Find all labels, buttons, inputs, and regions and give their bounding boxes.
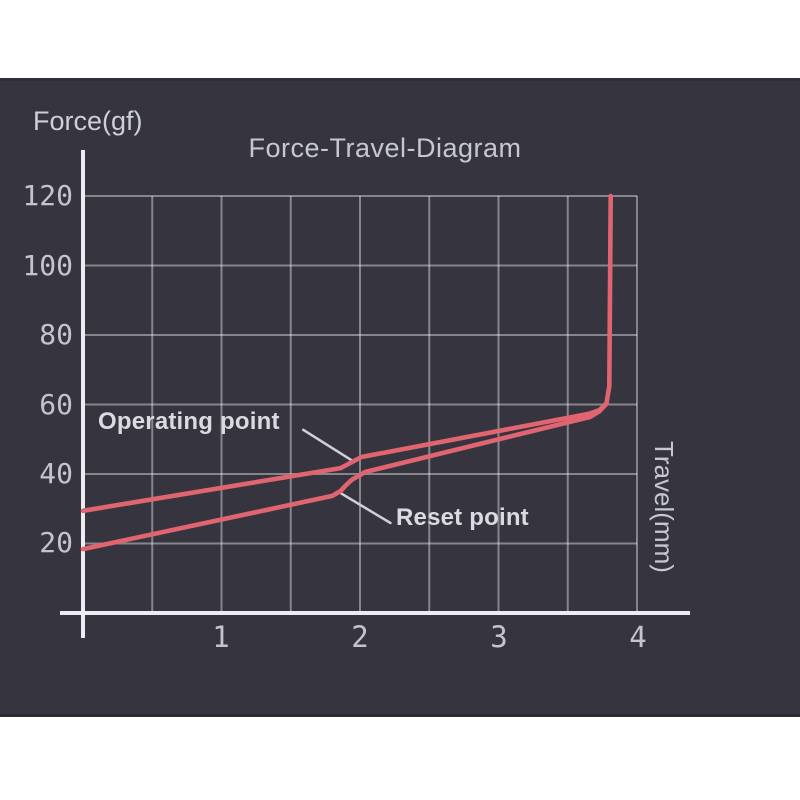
y-axis-label: Force(gf)	[33, 106, 143, 136]
y-tick-80: 80	[39, 318, 73, 351]
x-tick-3: 3	[490, 620, 508, 654]
x-axis-label: Travel(mm)	[649, 441, 679, 573]
chart-panel: Force-Travel-Diagram Force(gf) Travel(mm…	[0, 78, 800, 717]
x-tick-1: 1	[212, 620, 230, 654]
x-tick-4: 4	[629, 620, 647, 654]
force-travel-chart	[60, 150, 690, 638]
operating-point-annotation: Operating point	[98, 408, 280, 435]
y-tick-100: 100	[22, 249, 73, 282]
annotation-leader-0	[301, 428, 355, 463]
y-tick-60: 60	[39, 388, 73, 421]
y-tick-40: 40	[39, 457, 73, 490]
y-tick-120: 120	[22, 179, 73, 212]
x-tick-2: 2	[351, 620, 369, 654]
annotation-leader-1	[339, 491, 392, 525]
press-curve	[80, 193, 613, 514]
chart-title: Force-Travel-Diagram	[248, 133, 522, 163]
y-tick-20: 20	[39, 526, 73, 559]
reset-point-annotation: Reset point	[396, 504, 529, 531]
release-curve	[80, 401, 609, 552]
